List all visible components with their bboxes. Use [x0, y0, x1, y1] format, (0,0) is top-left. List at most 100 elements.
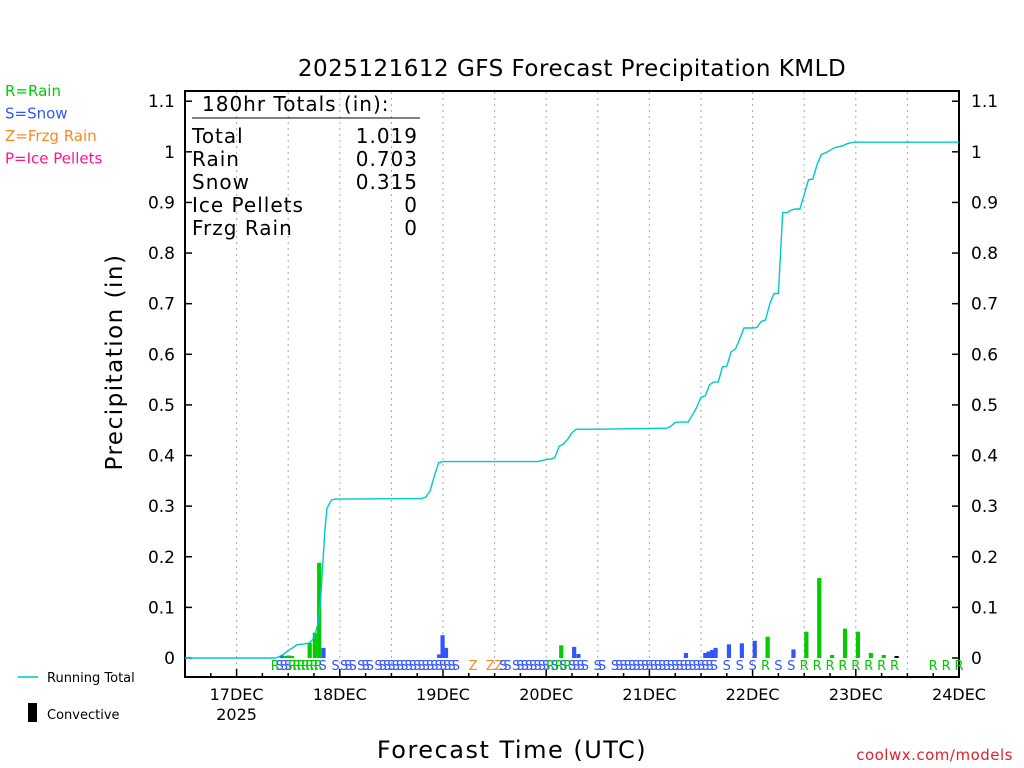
y-tick-label-left: 0.7: [148, 295, 175, 315]
precip-bar: [321, 647, 326, 658]
precip-bars: [279, 562, 899, 658]
type-marker: S: [404, 659, 412, 674]
precip-bar: [683, 652, 689, 658]
type-marker: S: [576, 659, 584, 674]
type-marker: S: [413, 659, 421, 674]
type-marker: S: [710, 659, 718, 674]
type-legend-entry: Z=Frzg Rain: [5, 127, 97, 145]
type-marker: S: [443, 659, 451, 674]
precip-bar: [791, 649, 796, 658]
precip-bar: [283, 655, 288, 658]
type-marker: S: [392, 659, 400, 674]
type-marker: S: [628, 659, 636, 674]
y-tick-label-left: 0.2: [148, 548, 175, 568]
gridlines: [236, 92, 908, 676]
type-marker: S: [426, 659, 434, 674]
type-marker: Z: [486, 659, 495, 674]
precip-bar: [440, 635, 445, 658]
precip-bar: [804, 631, 809, 658]
type-marker: S: [499, 659, 507, 674]
y-tick-label-left: 0: [164, 649, 175, 669]
precip-bar: [817, 578, 822, 658]
type-marker: S: [662, 659, 670, 674]
type-marker: S: [594, 659, 602, 674]
type-marker: S: [667, 659, 675, 674]
type-marker: S: [447, 659, 455, 674]
type-marker: R: [761, 659, 770, 674]
type-marker: S: [787, 659, 795, 674]
precip-bar: [437, 654, 442, 658]
type-marker: S: [675, 659, 683, 674]
type-marker: R: [297, 659, 306, 674]
convective-legend-swatch: [28, 703, 37, 722]
type-marker: S: [331, 659, 339, 674]
x-tick-label: 17DEC: [210, 685, 264, 704]
type-marker: S: [559, 659, 567, 674]
precip-bar: [765, 636, 770, 658]
y-tick-label-right: 0.9: [971, 193, 998, 213]
type-marker: S: [538, 659, 546, 674]
type-marker: R: [954, 659, 963, 674]
type-marker: S: [379, 659, 387, 674]
type-legend-entry: P=Ice Pellets: [5, 150, 102, 168]
y-tick-label-left: 1.1: [148, 92, 175, 112]
type-marker: R: [292, 659, 301, 674]
type-marker: S: [658, 659, 666, 674]
precip-bar: [559, 645, 564, 658]
type-marker: S: [357, 659, 365, 674]
type-marker: S: [581, 659, 589, 674]
type-marker: R: [890, 659, 899, 674]
x-tick-label: 23DEC: [829, 685, 883, 704]
totals-header: 180hr Totals (in):: [202, 92, 390, 116]
type-marker: R: [555, 659, 564, 674]
type-marker: R: [563, 659, 572, 674]
type-marker: S: [619, 659, 627, 674]
chart-title: 2025121612 GFS Forecast Precipitation KM…: [298, 56, 846, 82]
x-tick-label: 20DEC: [519, 685, 573, 704]
type-marker: S: [615, 659, 623, 674]
precip-bar: [572, 646, 577, 658]
type-marker: R: [301, 659, 310, 674]
y-tick-label-right: 0: [971, 649, 982, 669]
type-marker: S: [645, 659, 653, 674]
precip-bar: [312, 632, 317, 658]
type-marker: S: [697, 659, 705, 674]
type-marker: R: [825, 659, 834, 674]
x-tick-sublabel: 2025: [216, 705, 257, 724]
x-tick-label: 21DEC: [622, 685, 676, 704]
totals-row-label: Frzg Rain: [192, 216, 293, 240]
type-marker: S: [280, 659, 288, 674]
convective-legend-label: Convective: [47, 708, 120, 723]
type-marker: S: [701, 659, 709, 674]
totals-row-value: 1.019: [356, 124, 418, 148]
type-marker: S: [632, 659, 640, 674]
type-marker: S: [611, 659, 619, 674]
type-marker: S: [516, 659, 524, 674]
precip-bar: [703, 652, 708, 658]
type-marker: S: [680, 659, 688, 674]
type-marker: R: [864, 659, 873, 674]
y-tick-label-left: 1: [164, 143, 175, 163]
precip-bar: [443, 647, 449, 658]
y-tick-label-left: 0.8: [148, 244, 175, 264]
type-marker: S: [340, 659, 348, 674]
type-marker: R: [877, 659, 886, 674]
type-marker: R: [314, 659, 323, 674]
y-axis-right: 0 0.1 0.2 0.3 0.4 0.5 0.6 0.7 0.8 0.9 1 1.1: [952, 92, 998, 669]
type-marker: Z: [494, 659, 503, 674]
type-marker: S: [671, 659, 679, 674]
totals-row-value: 0: [404, 216, 418, 240]
y-tick-label-left: 0.6: [148, 345, 175, 365]
y-tick-label-right: 1.1: [971, 92, 998, 112]
x-tick-label: 18DEC: [313, 685, 367, 704]
watermark: coolwx.com/models: [856, 746, 1013, 764]
type-marker: S: [435, 659, 443, 674]
type-marker: R: [546, 659, 555, 674]
totals-box: 180hr Totals (in): Total 1.019 Rain 0.703 Sn…: [191, 92, 420, 240]
precip-bar: [710, 649, 715, 658]
totals-row-value: 0.315: [356, 170, 418, 194]
y-tick-label-right: 0.4: [971, 447, 998, 467]
precip-bar: [576, 653, 581, 658]
y-axis-left: 0 0.1 0.2 0.3 0.4 0.5 0.6 0.7 0.8 0.9 1 1.1: [148, 92, 192, 669]
